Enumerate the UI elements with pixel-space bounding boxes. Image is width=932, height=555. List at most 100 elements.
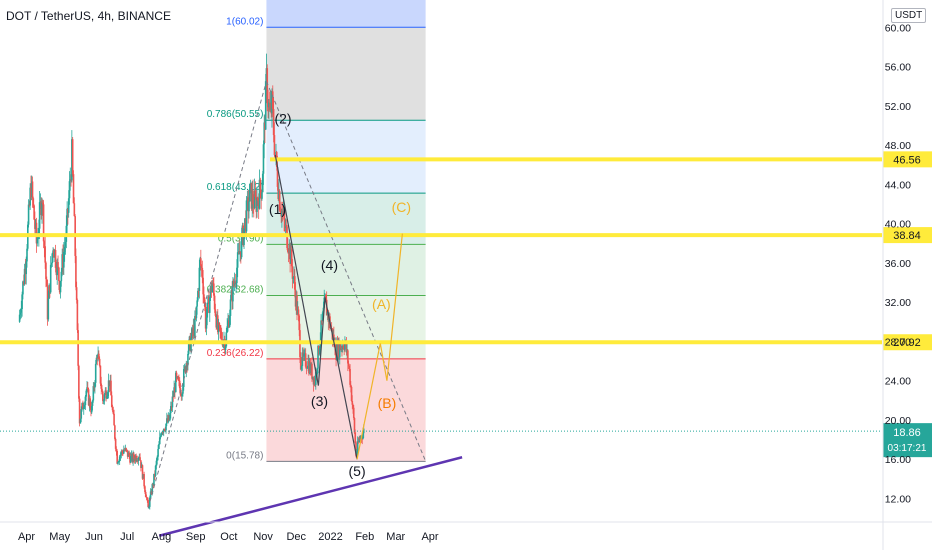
candle-body — [292, 277, 295, 279]
candle-body — [41, 202, 43, 216]
candle-body — [321, 320, 323, 322]
candle-body — [311, 363, 313, 379]
price-tick-label: 32.00 — [885, 297, 911, 309]
candle-body — [162, 428, 165, 433]
trendline-dashed-down — [265, 81, 427, 462]
candle-body — [73, 203, 76, 217]
candle-body — [42, 204, 45, 242]
candle-body — [63, 246, 66, 252]
candle-body — [290, 249, 293, 267]
candle-body — [354, 432, 357, 443]
candle-body — [217, 322, 220, 333]
candle-body — [36, 237, 39, 244]
candle-body — [90, 405, 93, 413]
candle-body — [358, 438, 361, 443]
candle-body — [207, 296, 209, 303]
candle-body — [209, 286, 212, 298]
candle-body — [210, 286, 213, 293]
candle-body — [83, 405, 86, 408]
candle-body — [148, 506, 150, 508]
candle-body — [118, 461, 120, 462]
candle-body — [25, 261, 28, 275]
candle-body — [47, 298, 50, 320]
candle-body — [266, 68, 269, 104]
candle-body — [78, 398, 81, 424]
candle-body — [194, 316, 196, 336]
candle-body — [195, 306, 198, 319]
candle-body — [110, 395, 113, 408]
wave-count-label: (5) — [349, 463, 366, 479]
candle-body — [155, 460, 158, 466]
candle-body — [151, 484, 154, 494]
candle-body — [268, 102, 270, 108]
candle-body — [22, 281, 24, 295]
candle-body — [201, 267, 204, 278]
fib-level-label: 0.5(37.90) — [218, 233, 264, 244]
candle-body — [169, 405, 172, 414]
candle-body — [232, 280, 234, 302]
candle-body — [33, 205, 35, 220]
candle-body — [75, 255, 77, 288]
candle-body — [135, 455, 137, 461]
candle-body — [260, 190, 262, 199]
candle-body — [257, 200, 260, 209]
candle-body — [77, 330, 79, 366]
candle-body — [271, 91, 273, 114]
candle-body — [234, 281, 237, 285]
candle-body — [169, 413, 171, 421]
candle-body — [87, 389, 90, 406]
candle-body — [147, 499, 149, 508]
impulse-wave-path — [274, 154, 358, 460]
horizontal-level-value: 38.84 — [893, 230, 921, 242]
candle-body — [38, 228, 40, 237]
candle-body — [146, 497, 149, 500]
currency-badge[interactable]: USDT — [891, 8, 927, 23]
candle-body — [60, 271, 63, 282]
price-tick-label: 24.00 — [885, 376, 911, 388]
wave-count-label: (A) — [372, 296, 391, 312]
candle-body — [317, 345, 319, 369]
candle-body — [318, 348, 321, 354]
candle-body — [252, 190, 254, 205]
candle-body — [68, 181, 71, 199]
candle-body — [347, 350, 349, 364]
candle-body — [165, 423, 167, 431]
candle-body — [218, 322, 221, 326]
candle-body — [264, 81, 267, 130]
candle-body — [235, 283, 237, 285]
candle-body — [286, 226, 288, 249]
candle-body — [224, 346, 227, 350]
candle-body — [178, 380, 181, 389]
candle-body — [160, 434, 163, 436]
candle-body — [99, 365, 102, 384]
candle-body — [102, 391, 104, 401]
candle-body — [356, 441, 359, 452]
candle-body — [91, 400, 94, 406]
candle-body — [338, 344, 341, 358]
wave-count-label: (2) — [274, 111, 291, 127]
candle-body — [342, 345, 345, 349]
candle-body — [95, 357, 98, 364]
candle-body — [122, 452, 124, 454]
candle-body — [322, 307, 325, 313]
time-tick-label: Feb — [355, 531, 374, 543]
candle-body — [183, 366, 186, 370]
candle-body — [229, 299, 232, 316]
candle-body — [304, 353, 307, 367]
candle-body — [181, 393, 183, 397]
candle-body — [236, 267, 238, 284]
candle-body — [133, 453, 135, 459]
candle-body — [140, 460, 142, 469]
candle-body — [168, 415, 170, 421]
candle-body — [352, 404, 354, 408]
candle-body — [200, 266, 203, 268]
candle-body — [114, 438, 117, 449]
candle-body — [213, 295, 216, 310]
candle-body — [300, 366, 303, 370]
candle-body — [321, 312, 324, 321]
price-tick-label: 40.00 — [885, 219, 911, 231]
candle-body — [200, 258, 202, 267]
candle-body — [197, 290, 200, 292]
